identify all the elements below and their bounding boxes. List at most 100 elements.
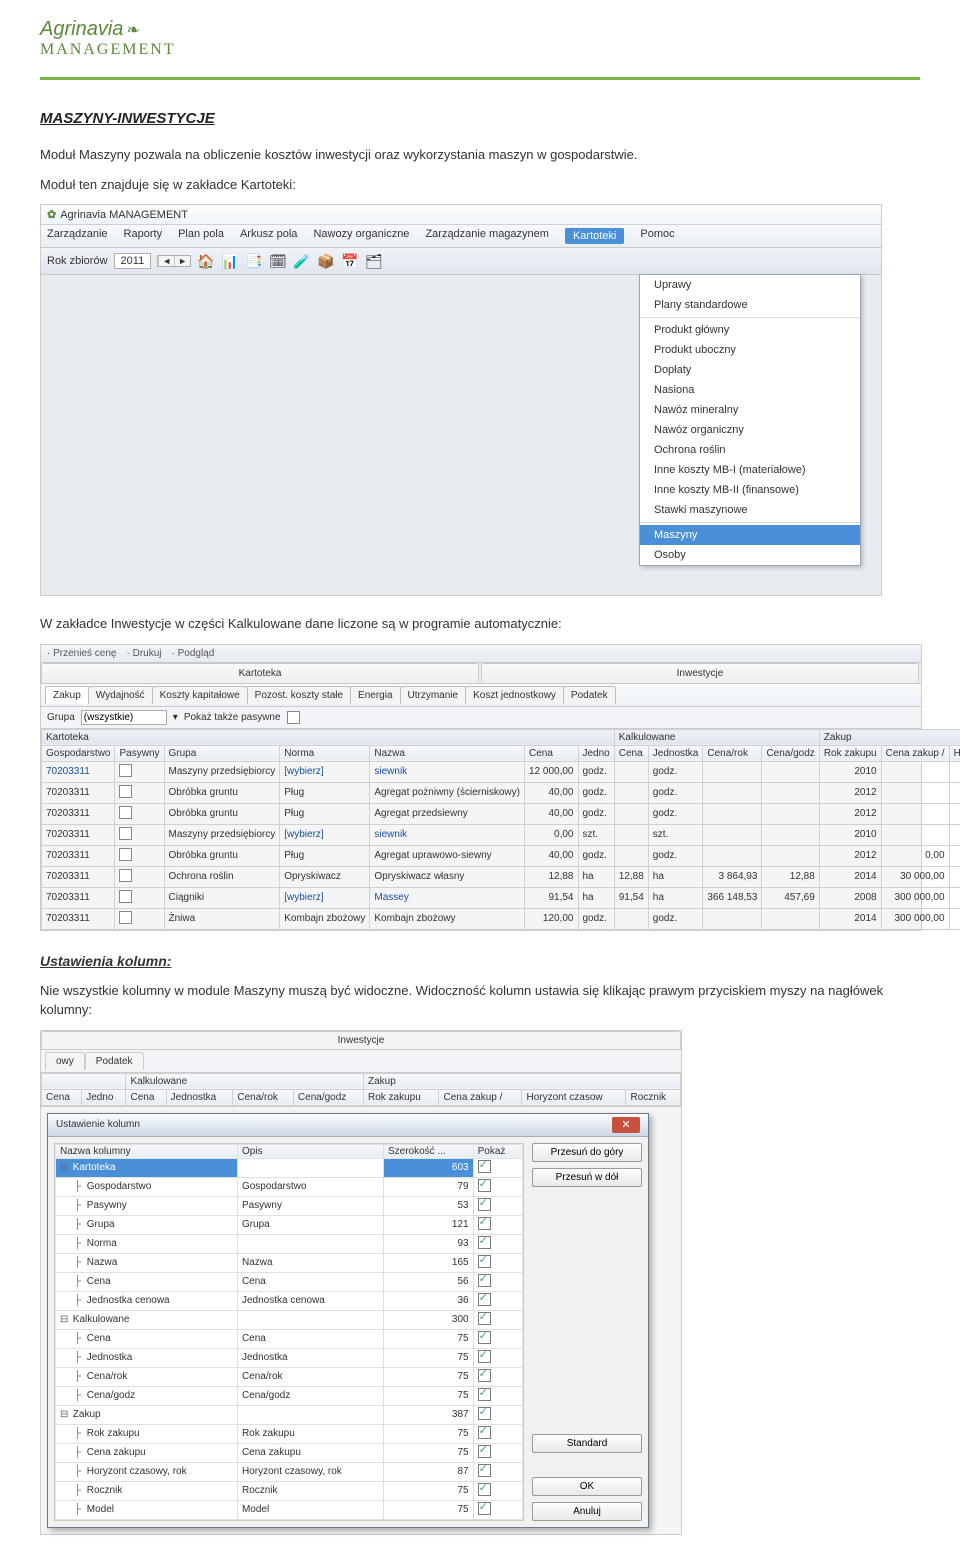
column-header[interactable]: Cena bbox=[42, 1089, 82, 1105]
cancel-button[interactable]: Anuluj bbox=[532, 1502, 642, 1521]
sub-tab[interactable]: Koszty kapitałowe bbox=[152, 686, 248, 704]
tree-row[interactable]: ├ Jednostka cenowaJednostka cenowa36 bbox=[56, 1291, 523, 1310]
menu-item[interactable]: Raporty bbox=[124, 228, 163, 244]
tree-row[interactable]: ├ Cena zakupuCena zakupu75 bbox=[56, 1443, 523, 1462]
sub-tab[interactable]: Utrzymanie bbox=[400, 686, 467, 704]
table-row[interactable]: 70203311Ochrona roślinOpryskiwaczOpryski… bbox=[42, 866, 960, 887]
passive-checkbox[interactable] bbox=[119, 806, 132, 819]
tree-row[interactable]: ├ NazwaNazwa165 bbox=[56, 1253, 523, 1272]
passive-checkbox[interactable] bbox=[119, 848, 132, 861]
kartoteki-dropdown[interactable]: UprawyPlany standardoweProdukt głównyPro… bbox=[639, 274, 861, 566]
dropdown-item[interactable]: Inne koszty MB-II (finansowe) bbox=[640, 480, 860, 500]
menu-item[interactable]: Arkusz pola bbox=[240, 228, 297, 244]
column-header[interactable]: Cena/godz bbox=[762, 745, 819, 761]
dropdown-item[interactable]: Inne koszty MB-I (materiałowe) bbox=[640, 460, 860, 480]
sub-tab[interactable]: Podatek bbox=[563, 686, 616, 704]
column-header[interactable]: Cena/godz bbox=[293, 1089, 363, 1105]
dropdown-item[interactable]: Dopłaty bbox=[640, 360, 860, 380]
toolbar-icon-6[interactable]: 📦 bbox=[317, 252, 335, 270]
passive-checkbox[interactable] bbox=[119, 890, 132, 903]
show-column-checkbox[interactable] bbox=[478, 1369, 491, 1382]
tree-toggle-icon[interactable]: ⊟ bbox=[60, 1162, 70, 1173]
toolbar-icon-1[interactable]: 🏠 bbox=[197, 252, 215, 270]
tree-row[interactable]: ├ RocznikRocznik75 bbox=[56, 1481, 523, 1500]
menu-item[interactable]: Pomoc bbox=[640, 228, 674, 244]
sub-tabs[interactable]: ZakupWydajnośćKoszty kapitałowePozost. k… bbox=[41, 684, 921, 707]
column-header[interactable]: Grupa bbox=[164, 745, 280, 761]
column-header[interactable]: Gospodarstwo bbox=[42, 745, 115, 761]
action-bar[interactable]: · Przenieś cenę · Drukuj · Podgląd bbox=[41, 645, 921, 663]
show-passive-checkbox[interactable] bbox=[287, 711, 300, 724]
tree-row[interactable]: ├ GospodarstwoGospodarstwo79 bbox=[56, 1177, 523, 1196]
column-header[interactable]: Rocznik bbox=[626, 1089, 681, 1105]
tree-row[interactable]: ├ CenaCena75 bbox=[56, 1329, 523, 1348]
subtab-podatek[interactable]: Podatek bbox=[85, 1052, 144, 1070]
column-header[interactable]: Cena bbox=[525, 745, 579, 761]
main-tabs[interactable]: Kartoteka Inwestycje bbox=[41, 663, 921, 684]
dropdown-item[interactable]: Stawki maszynowe bbox=[640, 500, 860, 520]
tree-row[interactable]: ├ Cena/rokCena/rok75 bbox=[56, 1367, 523, 1386]
show-column-checkbox[interactable] bbox=[478, 1312, 491, 1325]
column-header[interactable]: Horyzont czasow bbox=[522, 1089, 626, 1105]
toolbar-icon-4[interactable]: 🗓 bbox=[269, 252, 287, 270]
tree-toggle-icon[interactable]: ⊟ bbox=[60, 1409, 70, 1420]
show-column-checkbox[interactable] bbox=[478, 1293, 491, 1306]
show-column-checkbox[interactable] bbox=[478, 1407, 491, 1420]
passive-checkbox[interactable] bbox=[119, 827, 132, 840]
ok-button[interactable]: OK bbox=[532, 1477, 642, 1496]
dropdown-item[interactable]: Maszyny bbox=[640, 525, 860, 545]
show-column-checkbox[interactable] bbox=[478, 1255, 491, 1268]
tree-row[interactable]: ⊟ Zakup387 bbox=[56, 1405, 523, 1424]
tree-row[interactable]: ├ CenaCena56 bbox=[56, 1272, 523, 1291]
toolbar-icon-2[interactable]: 📊 bbox=[221, 252, 239, 270]
tree-row[interactable]: ├ JednostkaJednostka75 bbox=[56, 1348, 523, 1367]
show-column-checkbox[interactable] bbox=[478, 1160, 491, 1173]
tree-row[interactable]: ⊟ Kartoteka603 bbox=[56, 1158, 523, 1177]
column-header[interactable]: Cena bbox=[126, 1089, 166, 1105]
column-header[interactable]: Jednostka bbox=[166, 1089, 233, 1105]
table-row[interactable]: 70203311Obróbka gruntuPługAgregat uprawo… bbox=[42, 845, 960, 866]
show-column-checkbox[interactable] bbox=[478, 1217, 491, 1230]
tree-toggle-icon[interactable]: ⊟ bbox=[60, 1314, 70, 1325]
passive-checkbox[interactable] bbox=[119, 869, 132, 882]
show-column-checkbox[interactable] bbox=[478, 1445, 491, 1458]
dropdown-item[interactable]: Uprawy bbox=[640, 275, 860, 295]
tree-row[interactable]: ├ Cena/godzCena/godz75 bbox=[56, 1386, 523, 1405]
table-row[interactable]: 70203311Maszyny przedsiębiorcy[wybierz]s… bbox=[42, 824, 960, 845]
tab-kartoteka[interactable]: Kartoteka bbox=[41, 663, 479, 683]
table-row[interactable]: 70203311Ciągniki[wybierz]Massey91,54ha91… bbox=[42, 887, 960, 908]
column-header[interactable]: Pasywny bbox=[115, 745, 164, 761]
tree-row[interactable]: ⊟ Kalkulowane300 bbox=[56, 1310, 523, 1329]
year-value[interactable]: 2011 bbox=[114, 253, 152, 269]
column-header[interactable]: Norma bbox=[280, 745, 370, 761]
dropdown-item[interactable]: Ochrona roślin bbox=[640, 440, 860, 460]
menu-item[interactable]: Zarządzanie bbox=[47, 228, 108, 244]
column-header[interactable]: Cena bbox=[614, 745, 648, 761]
column-header[interactable]: Rok zakupu bbox=[819, 745, 881, 761]
show-column-checkbox[interactable] bbox=[478, 1464, 491, 1477]
show-column-checkbox[interactable] bbox=[478, 1502, 491, 1515]
show-column-checkbox[interactable] bbox=[478, 1274, 491, 1287]
action-item[interactable]: · Podgląd bbox=[172, 648, 215, 659]
sub-tab[interactable]: Koszt jednostkowy bbox=[465, 686, 564, 704]
show-column-checkbox[interactable] bbox=[478, 1426, 491, 1439]
sub-tab[interactable]: Energia bbox=[350, 686, 400, 704]
column-header[interactable]: Cena/rok bbox=[233, 1089, 294, 1105]
show-column-checkbox[interactable] bbox=[478, 1388, 491, 1401]
menu-item[interactable]: Nawozy organiczne bbox=[313, 228, 409, 244]
tree-row[interactable]: ├ ModelModel75 bbox=[56, 1500, 523, 1519]
dropdown-item[interactable]: Nawóz organiczny bbox=[640, 420, 860, 440]
menu-item[interactable]: Zarządzanie magazynem bbox=[425, 228, 549, 244]
column-header[interactable]: Cena/rok bbox=[703, 745, 762, 761]
tree-row[interactable]: ├ Horyzont czasowy, rokHoryzont czasowy,… bbox=[56, 1462, 523, 1481]
tab-inwestycje-top[interactable]: Inwestycje bbox=[41, 1031, 681, 1049]
action-item[interactable]: · Drukuj bbox=[126, 648, 161, 659]
column-header[interactable]: Jedno bbox=[578, 745, 614, 761]
action-item[interactable]: · Przenieś cenę bbox=[47, 648, 116, 659]
toolbar-icon-8[interactable]: 🗂 bbox=[365, 252, 383, 270]
tree-row[interactable]: ├ Norma93 bbox=[56, 1234, 523, 1253]
move-down-button[interactable]: Przesuń w dół bbox=[532, 1168, 642, 1187]
menu-item[interactable]: Plan pola bbox=[178, 228, 224, 244]
year-spinner[interactable]: ◄► bbox=[157, 255, 191, 267]
sub-tab[interactable]: Wydajność bbox=[88, 686, 153, 704]
